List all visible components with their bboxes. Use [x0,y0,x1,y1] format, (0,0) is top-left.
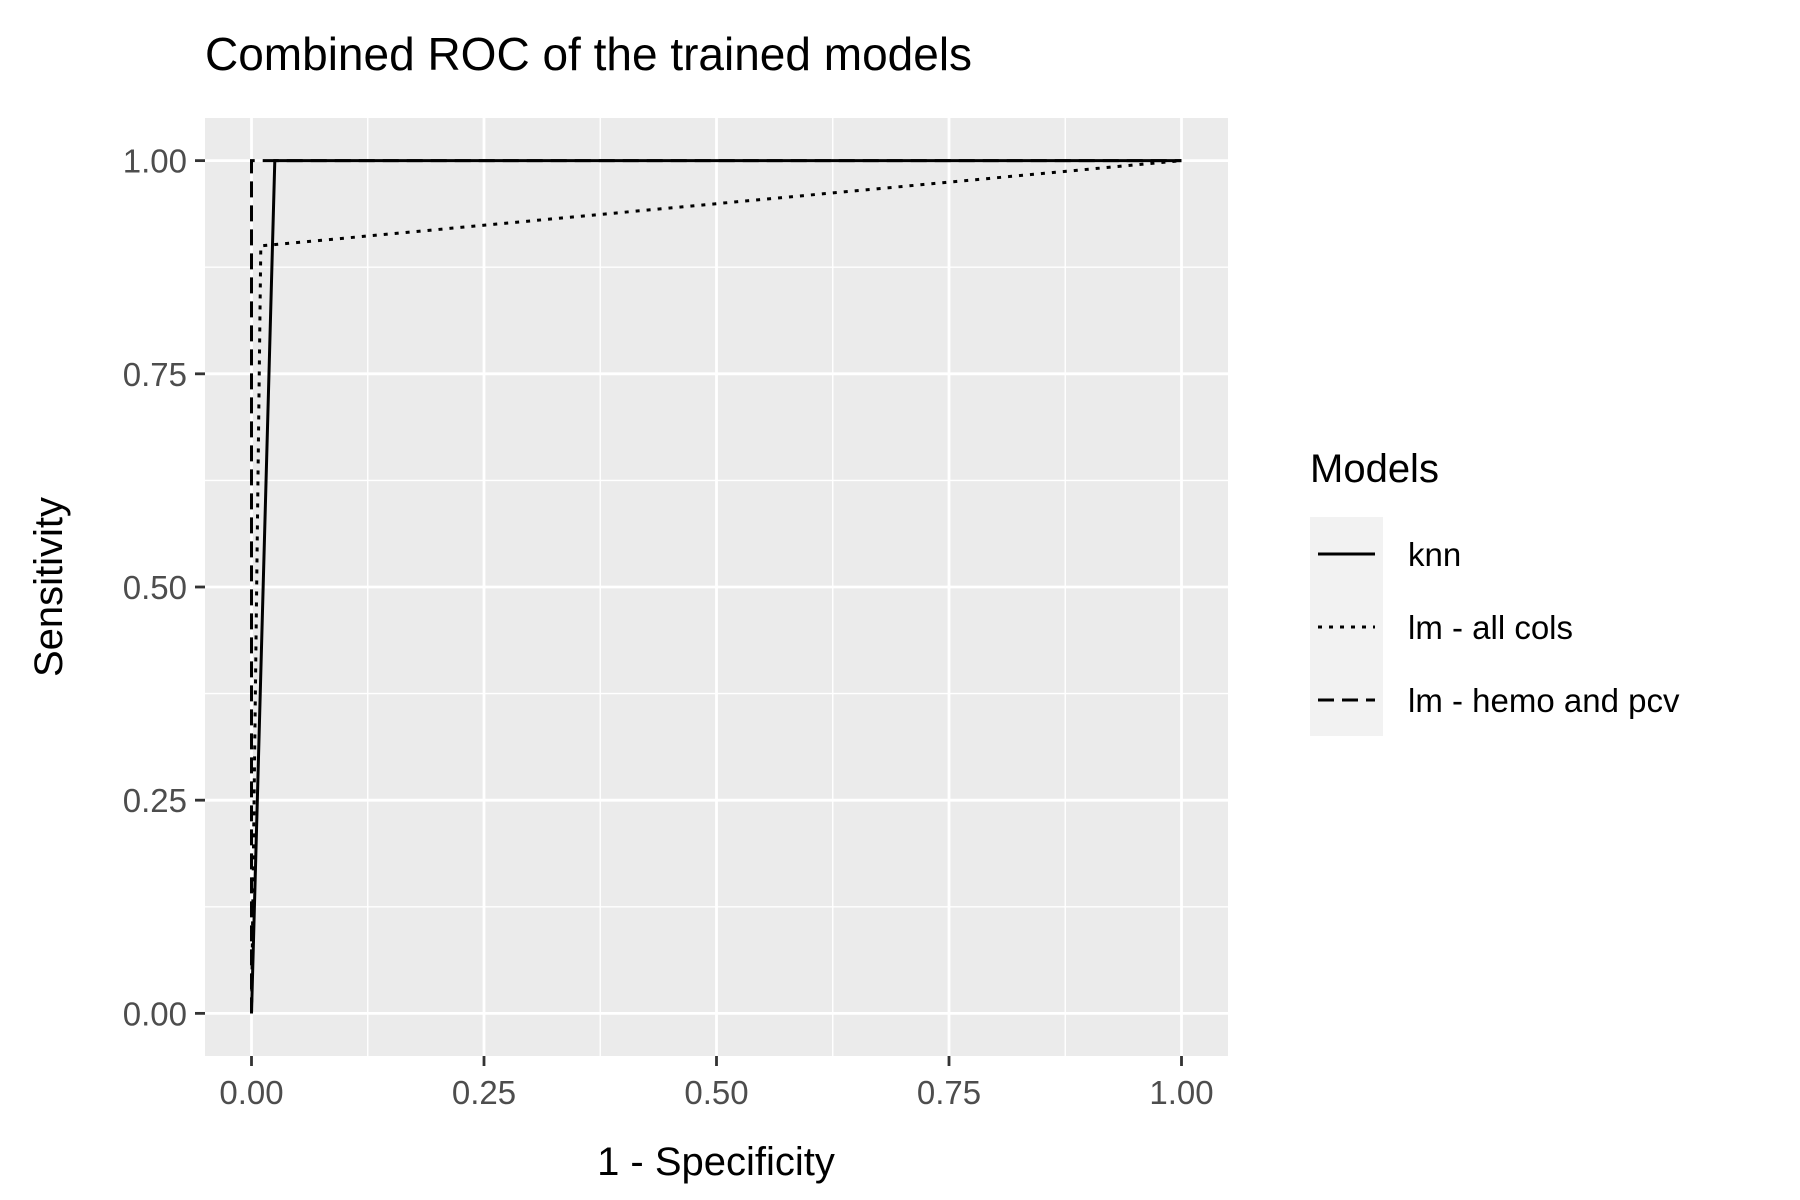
legend-label-1: lm - all cols [1408,609,1573,646]
y-tick-label-2: 0.50 [123,569,187,606]
chart-title: Combined ROC of the trained models [205,28,972,80]
y-tick-label-4: 1.00 [123,143,187,180]
x-tick-label-4: 1.00 [1149,1074,1213,1111]
x-tick-label-3: 0.75 [917,1074,981,1111]
x-axis: 0.00 0.25 0.50 0.75 1.00 [219,1056,1214,1111]
series-line-2 [250,159,1182,1014]
y-axis-title: Sensitivity [27,497,71,677]
y-tick-label-1: 0.25 [123,782,187,819]
legend-label-0: knn [1408,536,1461,573]
series-line-1 [250,159,1182,1014]
x-axis-title: 1 - Specificity [597,1140,835,1184]
legend-title: Models [1310,447,1439,491]
legend: Models knn lm - all cols lm - hemo and pcv [1310,447,1680,736]
legend-items: knn lm - all cols lm - hemo and pcv [1318,536,1680,719]
y-axis: 0.00 0.25 0.50 0.75 1.00 [123,143,205,1032]
y-tick-label-3: 0.75 [123,356,187,393]
x-tick-label-2: 0.50 [684,1074,748,1111]
legend-label-2: lm - hemo and pcv [1408,682,1680,719]
x-tick-label-0: 0.00 [219,1074,283,1111]
y-tick-label-0: 0.00 [123,995,187,1032]
x-tick-label-1: 0.25 [452,1074,516,1111]
series-lines [250,159,1182,1014]
